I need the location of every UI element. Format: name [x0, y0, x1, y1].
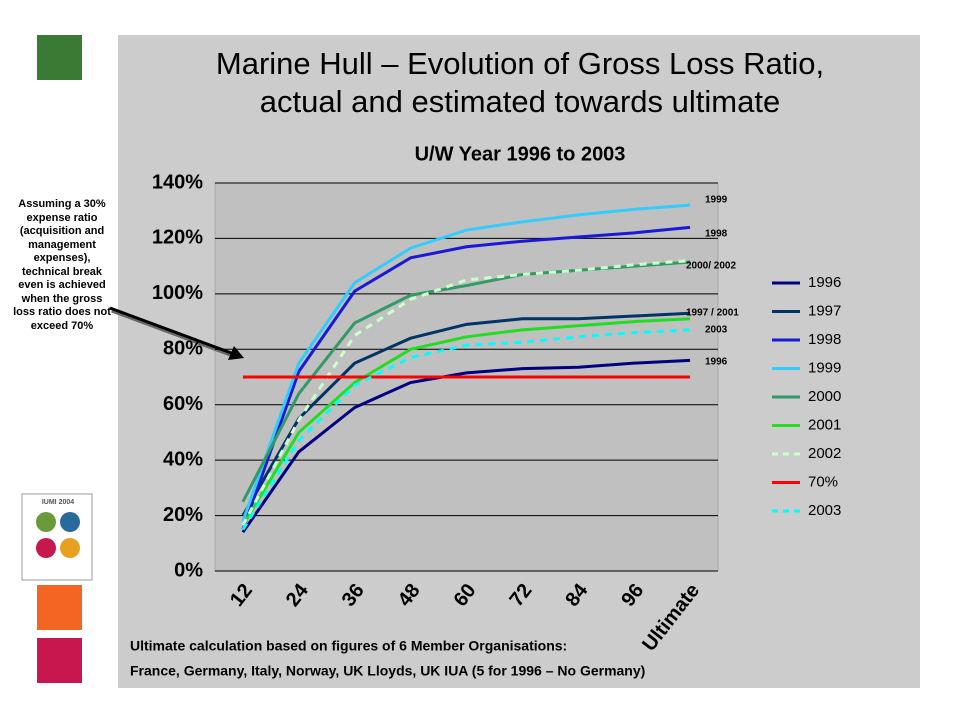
series-line — [241, 203, 691, 522]
annotation: 1999 — [705, 195, 728, 206]
annotation: 2003 — [705, 325, 728, 336]
y-tick-label: 40% — [163, 448, 203, 470]
y-tick-label: 60% — [163, 393, 203, 415]
conference-logo — [21, 493, 93, 581]
footer: Ultimate calculation based on figures of… — [130, 638, 567, 654]
legend-label: 1996 — [808, 274, 841, 291]
chart-title: actual and estimated towards ultimate — [260, 84, 780, 119]
annotation: 2000/ 2002 — [686, 261, 736, 272]
chart-subtitle: U/W Year 1996 to 2003 — [415, 143, 626, 165]
y-tick-label: 140% — [152, 171, 203, 193]
annotation: 1996 — [705, 357, 728, 368]
series-line — [241, 328, 691, 531]
legend-label: 2001 — [808, 416, 841, 433]
logo-square — [37, 638, 82, 683]
footer: France, Germany, Italy, Norway, UK Lloyd… — [130, 663, 645, 679]
y-tick-label: 100% — [152, 282, 203, 304]
logo-square — [37, 585, 82, 630]
legend-label: 2002 — [808, 445, 841, 462]
annotation: 1997 / 2001 — [686, 308, 739, 319]
y-tick-label: 20% — [163, 504, 203, 526]
series-line — [241, 358, 691, 534]
legend-label: 2000 — [808, 388, 841, 405]
series-line — [241, 317, 691, 527]
legend-label: 2003 — [808, 502, 841, 519]
annotation: 1998 — [705, 229, 728, 240]
legend-label: 70% — [808, 473, 838, 490]
note-arrow — [109, 306, 235, 356]
note-arrowhead — [228, 346, 244, 360]
logo-square — [37, 35, 82, 80]
logo-text: IUMI 2004 — [42, 499, 74, 506]
note: Assuming a 30% expense ratio (acquisitio… — [13, 198, 111, 332]
chart-title: Marine Hull – Evolution of Gross Loss Ra… — [216, 46, 824, 81]
series-line — [241, 311, 691, 517]
y-tick-label: 120% — [152, 227, 203, 249]
series-line — [241, 259, 691, 526]
legend-label: 1999 — [808, 359, 841, 376]
legend-label: 1998 — [808, 331, 841, 348]
y-tick-label: 0% — [174, 559, 203, 581]
series-line — [241, 225, 691, 530]
legend-label: 1997 — [808, 302, 841, 319]
y-tick-label: 80% — [163, 338, 203, 360]
